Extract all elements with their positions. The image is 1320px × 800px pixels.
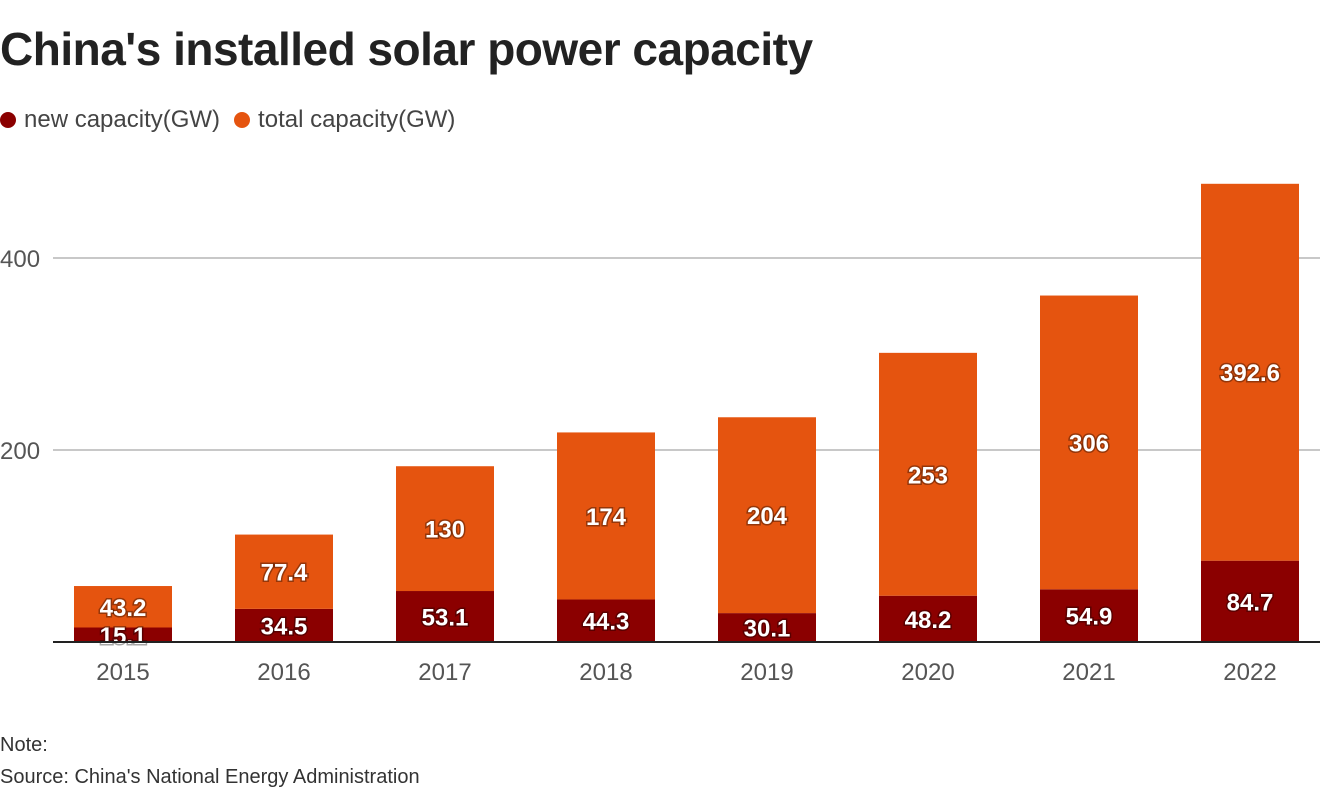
data-label-total: 392.6: [1220, 360, 1280, 387]
chart-plot: 200 400 15.143.2 2015 34.5 77.4 2016 53.1 130 201…: [0, 183, 1320, 686]
x-tick-label: 2015: [96, 659, 149, 686]
data-label-new: 34.5: [261, 613, 308, 640]
bar-total-capacity: [1201, 183, 1299, 561]
bar-total-capacity: [1040, 295, 1138, 590]
x-tick-label: 2017: [418, 659, 471, 686]
legend-item-new: new capacity(GW): [0, 106, 220, 134]
x-tick-label: 2019: [740, 659, 793, 686]
data-label-new: 84.7: [1227, 589, 1274, 616]
bar-total-capacity: [557, 432, 655, 600]
bar-new-capacity: [718, 613, 816, 642]
data-label-total: 130: [425, 517, 465, 544]
x-tick-label: 2022: [1223, 659, 1276, 686]
bar-new-capacity: [74, 627, 172, 642]
bar-new-capacity: [396, 591, 494, 642]
data-label-total: 306: [1069, 430, 1109, 457]
bar-total-capacity: [74, 586, 172, 628]
data-label-total: 43.2: [100, 595, 147, 622]
data-label-total: 174: [586, 504, 627, 531]
x-tick-label: 2018: [579, 659, 632, 686]
data-label-new: 15.1: [100, 623, 147, 650]
bar-total-capacity: [235, 534, 333, 609]
data-label-new: 53.1: [422, 605, 469, 632]
bar-total-capacity: [879, 352, 977, 596]
bar-total-capacity: [718, 417, 816, 614]
bar-new-capacity: [1201, 560, 1299, 642]
legend: new capacity(GW) total capacity(GW): [0, 106, 455, 134]
bar-new-capacity: [557, 599, 655, 642]
bar-new-capacity: [879, 595, 977, 642]
y-tick-label: 400: [0, 246, 40, 273]
bar-new-capacity: [1040, 589, 1138, 642]
bar-new-capacity: [235, 608, 333, 642]
bar-total-capacity: [396, 466, 494, 592]
data-label-total: 204: [747, 503, 788, 530]
legend-swatch-total: [234, 112, 251, 128]
legend-label-new: new capacity(GW): [24, 106, 221, 133]
data-label-total: 253: [908, 462, 948, 489]
data-label-new: 30.1: [744, 616, 791, 643]
data-label-new: 48.2: [905, 607, 952, 634]
chart-title: China's installed solar power capacity: [0, 23, 813, 75]
chart-source: Source: China's National Energy Administ…: [0, 766, 420, 788]
legend-label-total: total capacity(GW): [258, 106, 456, 133]
data-label-new: 54.9: [1066, 604, 1113, 631]
x-tick-label: 2016: [257, 659, 310, 686]
data-label-total: 77.4: [261, 560, 308, 587]
legend-swatch-new: [0, 112, 16, 128]
x-tick-label: 2021: [1062, 659, 1115, 686]
y-tick-label: 200: [0, 438, 40, 465]
x-tick-label: 2020: [901, 659, 954, 686]
data-label-new: 44.3: [583, 609, 630, 636]
legend-item-total: total capacity(GW): [234, 106, 455, 134]
chart-note: Note:: [0, 734, 48, 756]
